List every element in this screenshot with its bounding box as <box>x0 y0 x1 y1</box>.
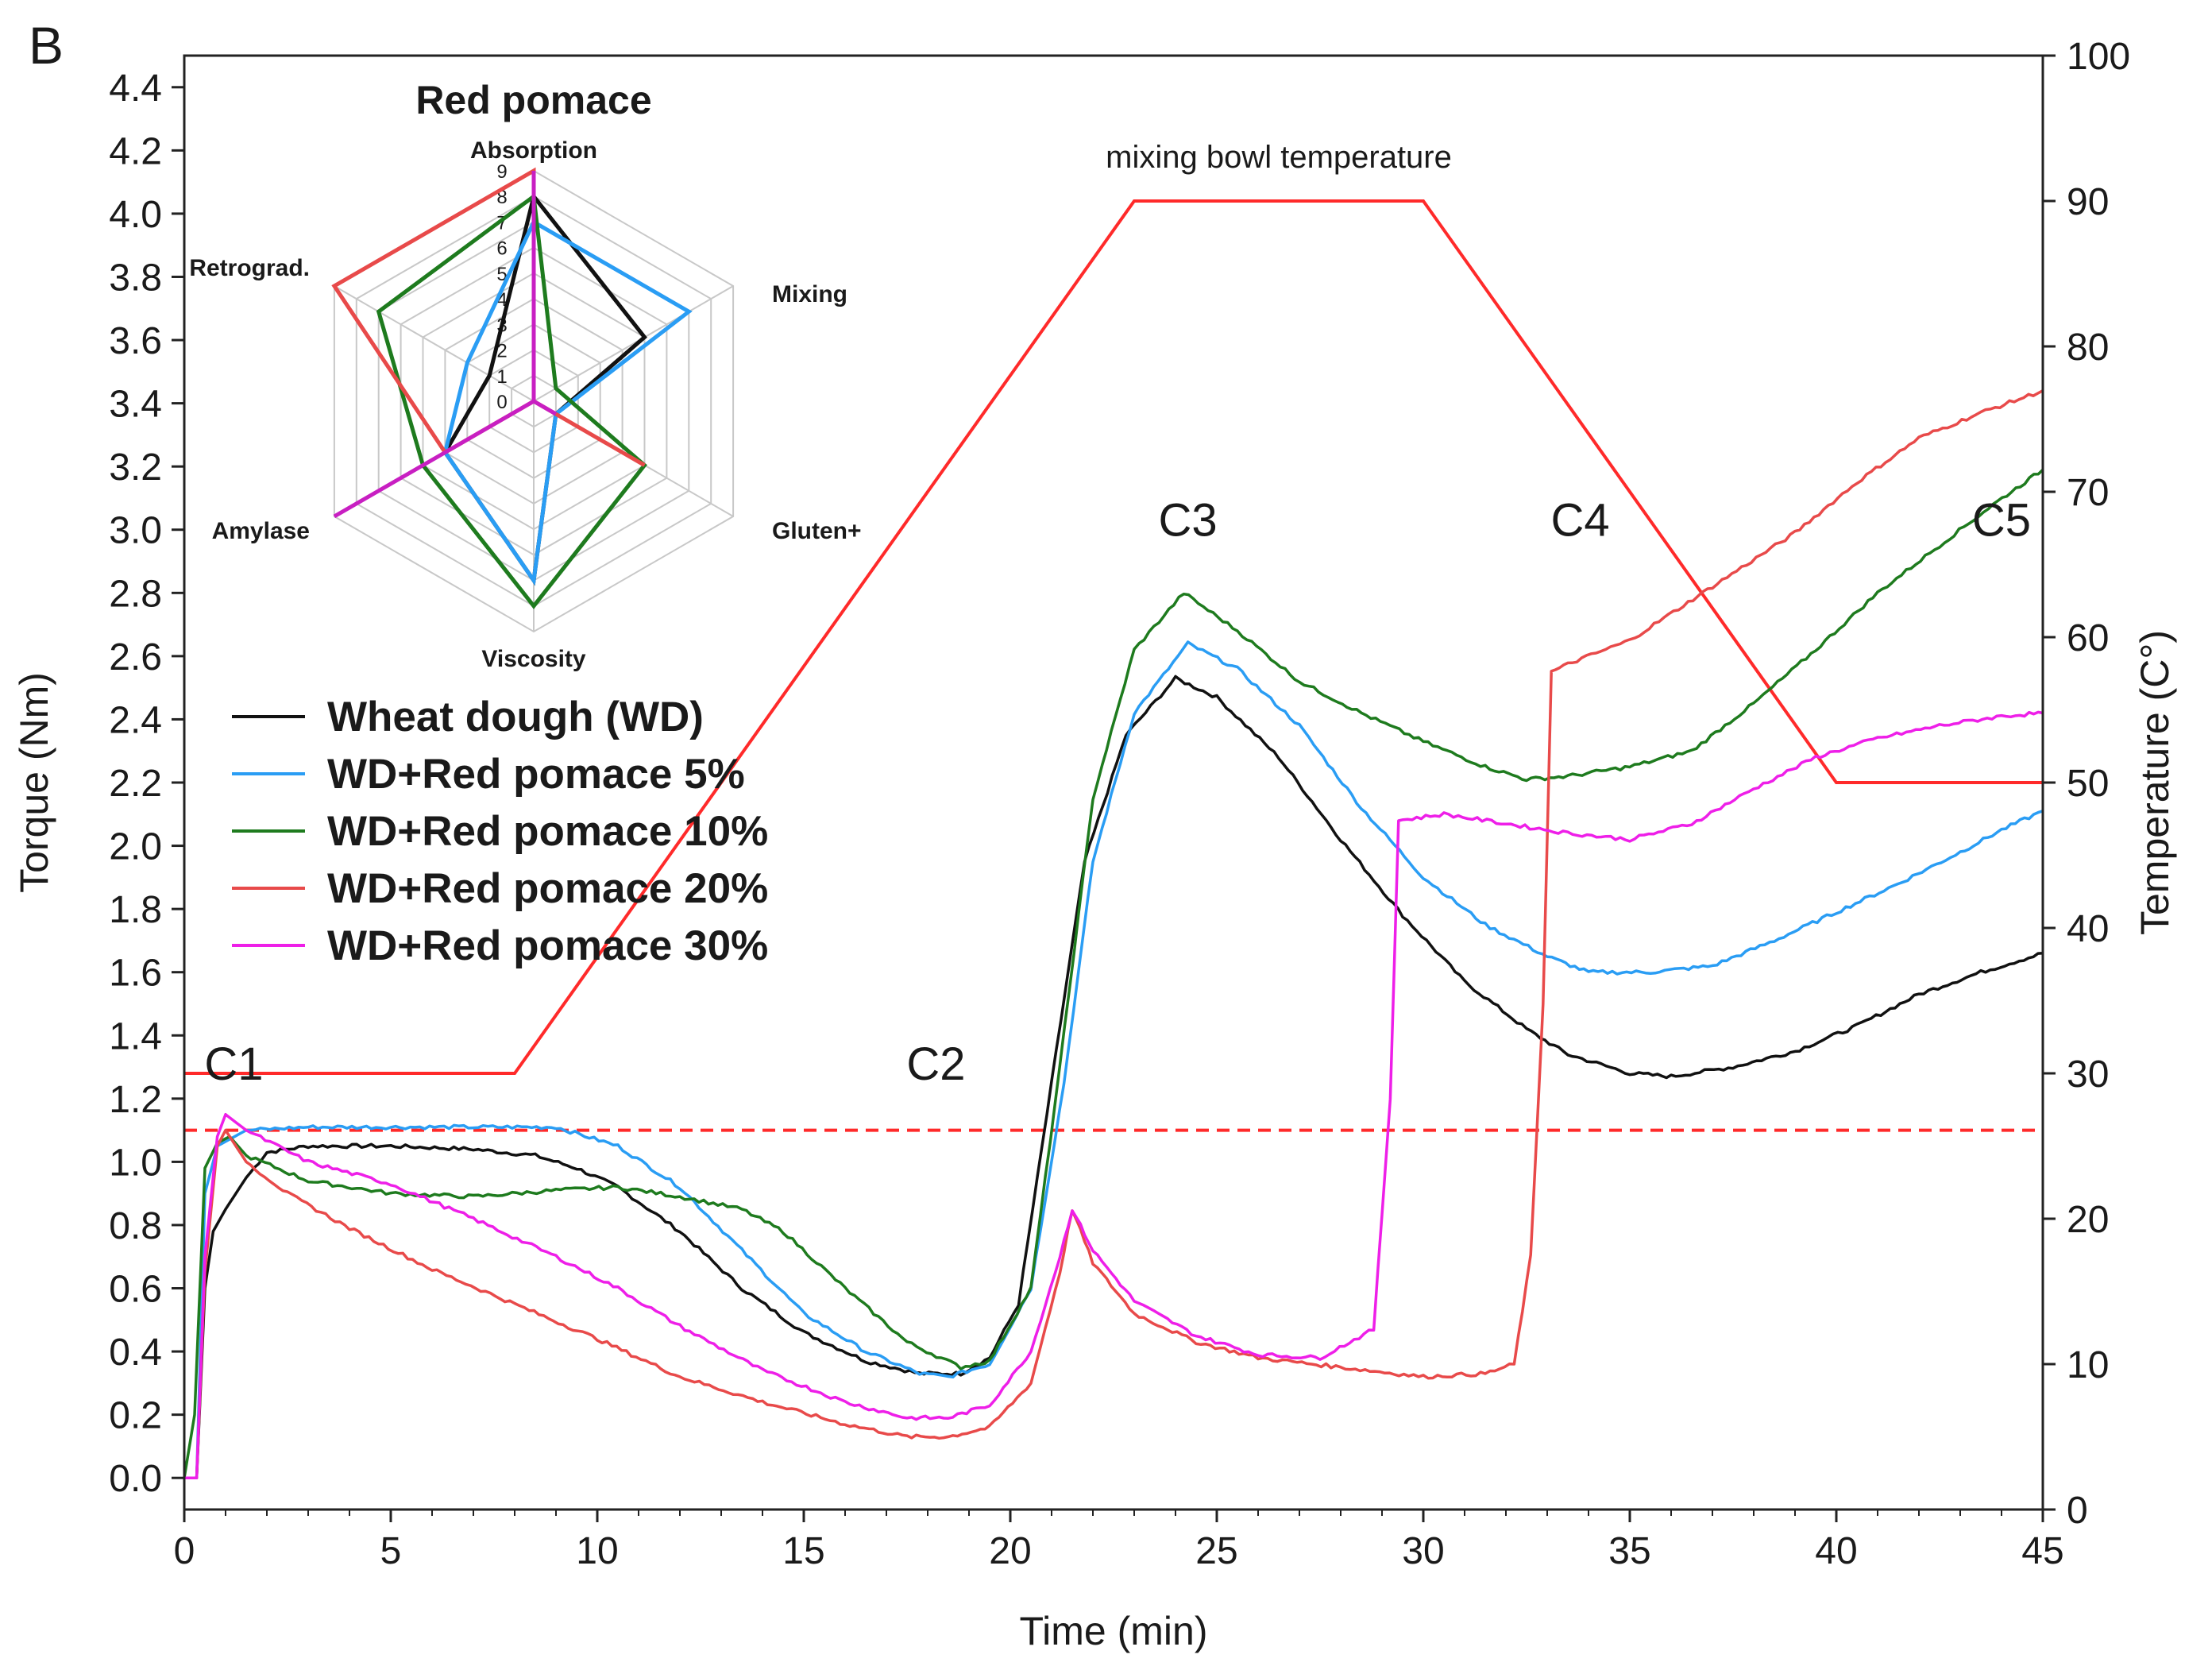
x-tick-label: 10 <box>576 1530 618 1572</box>
radar-tick-label: 6 <box>496 238 507 260</box>
y-tick-label: 0.4 <box>109 1332 162 1374</box>
radar-spoke <box>334 285 535 402</box>
y2-tick-label: 20 <box>2067 1199 2109 1241</box>
y-tick-label: 0.2 <box>109 1395 162 1437</box>
y-tick-label: 2.0 <box>109 826 162 868</box>
legend-label: WD+Red pomace 30% <box>327 922 768 969</box>
series-line-3 <box>184 389 2044 1479</box>
radar-axis-label: Viscosity <box>481 646 586 672</box>
y-tick-label: 3.2 <box>109 446 162 489</box>
y-tick-label: 2.8 <box>109 573 162 615</box>
radar-spoke <box>533 285 734 402</box>
temperature-layer <box>184 199 2043 1075</box>
phase-label: C4 <box>1551 495 1610 547</box>
y-tick-label: 0.0 <box>109 1458 162 1500</box>
y-tick-label: 2.2 <box>109 763 162 805</box>
y-tick-label: 3.6 <box>109 320 162 362</box>
series-line-1 <box>184 640 2044 1479</box>
series-layer <box>183 389 2044 1479</box>
y2-tick-label: 40 <box>2067 908 2109 950</box>
legend-label: WD+Red pomace 20% <box>327 865 768 912</box>
series-line-2 <box>183 468 2044 1479</box>
y2-tick-label: 30 <box>2067 1053 2109 1096</box>
x-tick-label: 40 <box>1815 1530 1857 1572</box>
y-tick-label: 4.2 <box>109 130 162 172</box>
phase-label: C1 <box>204 1038 263 1090</box>
phase-label: C5 <box>1972 495 2031 547</box>
radar-series-4 <box>333 171 558 519</box>
legend-label: WD+Red pomace 10% <box>327 808 768 855</box>
y-tick-label: 1.2 <box>109 1079 162 1121</box>
y2-tick-label: 100 <box>2067 36 2130 78</box>
series-line-0 <box>184 675 2044 1479</box>
x-axis-title: Time (min) <box>1019 1609 1207 1653</box>
y-tick-label: 0.8 <box>109 1205 162 1247</box>
y-tick-label: 3.0 <box>109 510 162 552</box>
axes-layer: 0 5 10 15 20 25 30 35 40 450.00.20.40.60.81.01.21… <box>109 36 2130 1572</box>
x-tick-label: 30 <box>1402 1530 1444 1572</box>
x-tick-label: 25 <box>1195 1530 1237 1572</box>
series-line-4 <box>184 710 2044 1479</box>
y2-tick-label: 50 <box>2067 763 2109 805</box>
y-tick-label: 1.6 <box>109 953 162 995</box>
radar-tick-label: 0 <box>496 392 507 413</box>
radar-series-2 <box>376 192 647 609</box>
y2-tick-label: 60 <box>2067 617 2109 659</box>
radar-tick-label: 2 <box>496 341 507 362</box>
y-tick-label: 3.8 <box>109 257 162 299</box>
annotations-layer: C1 C2 C3 C4 C5 <box>204 495 2031 1090</box>
y-tick-label: 0.6 <box>109 1269 162 1311</box>
y2-tick-label: 0 <box>2067 1490 2088 1532</box>
radar-title: Red pomace <box>415 78 651 122</box>
temperature-line <box>184 199 2043 1075</box>
y2-tick-label: 90 <box>2067 181 2109 223</box>
radar-axis-label: Amylase <box>212 518 310 544</box>
radar-axis-label: Mixing <box>772 281 847 307</box>
x-tick-label: 45 <box>2021 1530 2063 1572</box>
radar-series-1 <box>442 218 693 586</box>
x-tick-label: 35 <box>1608 1530 1650 1572</box>
y-tick-label: 1.0 <box>109 1142 162 1184</box>
x-tick-label: 15 <box>782 1530 824 1572</box>
legend-label: WD+Red pomace 5% <box>327 751 745 798</box>
y2-axis-title: Temperature (C°) <box>2133 630 2177 935</box>
y-tick-label: 1.8 <box>109 889 162 931</box>
x-tick-label: 20 <box>989 1530 1031 1572</box>
y-tick-label: 1.4 <box>109 1015 162 1057</box>
phase-label: C3 <box>1159 495 1218 547</box>
radar-tick-label: 1 <box>496 366 507 388</box>
radar-axis-label: Gluten+ <box>772 518 862 544</box>
legend-label: Wheat dough (WD) <box>327 694 704 740</box>
temperature-label: mixing bowl temperature <box>1106 140 1452 175</box>
y2-tick-label: 80 <box>2067 327 2109 369</box>
y-tick-label: 2.4 <box>109 699 162 741</box>
y-axis-title: Torque (Nm) <box>12 672 56 893</box>
y2-tick-label: 70 <box>2067 472 2109 514</box>
panel-label: B <box>29 16 64 75</box>
x-tick-label: 5 <box>380 1530 402 1572</box>
legend: Wheat dough (WD) WD+Red pomace 5% WD+Red p… <box>232 694 768 969</box>
radar-chart: 0123456789AbsorptionMixingGluten+Viscosi… <box>189 78 861 672</box>
x-tick-label: 0 <box>174 1530 195 1572</box>
y-tick-label: 4.0 <box>109 194 162 236</box>
y-tick-label: 3.4 <box>109 384 162 426</box>
y-tick-label: 2.6 <box>109 636 162 678</box>
y2-tick-label: 10 <box>2067 1344 2109 1386</box>
radar-tick-label: 9 <box>496 161 507 183</box>
radar-axis-label: Absorption <box>470 137 597 164</box>
radar-axis-label: Retrograd. <box>189 255 310 281</box>
y-tick-label: 4.4 <box>109 68 162 110</box>
phase-label: C2 <box>906 1038 965 1090</box>
